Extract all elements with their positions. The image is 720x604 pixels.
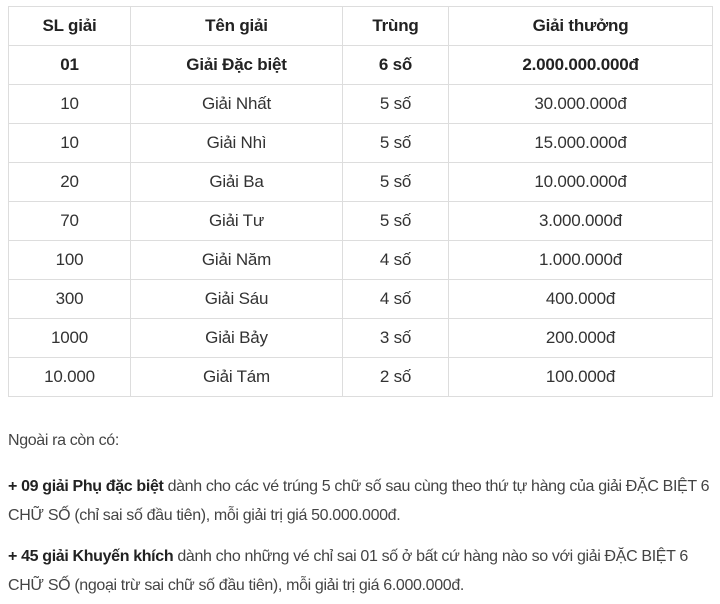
table-row: 01 Giải Đặc biệt 6 số 2.000.000.000đ xyxy=(8,45,713,85)
cell-quantity: 70 xyxy=(8,201,131,241)
cell-prize-value: 10.000.000đ xyxy=(448,162,713,202)
cell-prize-name: Giải Đặc biệt xyxy=(130,45,343,85)
cell-match: 2 số xyxy=(342,357,449,397)
cell-prize-value: 30.000.000đ xyxy=(448,84,713,124)
cell-match: 4 số xyxy=(342,279,449,319)
header-match: Trùng xyxy=(342,6,449,46)
cell-prize-value: 3.000.000đ xyxy=(448,201,713,241)
cell-match: 6 số xyxy=(342,45,449,85)
header-prize-name: Tên giải xyxy=(130,6,343,46)
table-row: 70 Giải Tư 5 số 3.000.000đ xyxy=(8,201,713,241)
cell-quantity: 1000 xyxy=(8,318,131,358)
cell-prize-name: Giải Ba xyxy=(130,162,343,202)
cell-match: 5 số xyxy=(342,84,449,124)
notes-intro: Ngoài ra còn có: xyxy=(8,432,119,449)
cell-prize-name: Giải Tám xyxy=(130,357,343,397)
cell-prize-name: Giải Bảy xyxy=(130,318,343,358)
cell-match: 5 số xyxy=(342,123,449,163)
note-special-sub-prize: + 09 giải Phụ đặc biệt dành cho các vé t… xyxy=(8,472,713,530)
table-row: 1000 Giải Bảy 3 số 200.000đ xyxy=(8,318,713,358)
table-row: 10 Giải Nhất 5 số 30.000.000đ xyxy=(8,84,713,124)
cell-prize-value: 100.000đ xyxy=(448,357,713,397)
cell-prize-value: 15.000.000đ xyxy=(448,123,713,163)
cell-prize-name: Giải Sáu xyxy=(130,279,343,319)
cell-quantity: 10 xyxy=(8,84,131,124)
cell-quantity: 10.000 xyxy=(8,357,131,397)
cell-quantity: 20 xyxy=(8,162,131,202)
header-quantity: SL giải xyxy=(8,6,131,46)
cell-quantity: 01 xyxy=(8,45,131,85)
table-row: 10.000 Giải Tám 2 số 100.000đ xyxy=(8,357,713,397)
note-text: dành cho những vé chỉ sai 01 số ở bất cứ… xyxy=(8,548,688,594)
cell-prize-name: Giải Nhất xyxy=(130,84,343,124)
note-text: dành cho các vé trúng 5 chữ số sau cùng … xyxy=(8,478,710,524)
cell-quantity: 100 xyxy=(8,240,131,280)
cell-prize-name: Giải Tư xyxy=(130,201,343,241)
note-bold: + 45 giải Khuyến khích xyxy=(8,548,174,565)
table-row: 300 Giải Sáu 4 số 400.000đ xyxy=(8,279,713,319)
cell-prize-value: 2.000.000.000đ xyxy=(448,45,713,85)
cell-prize-name: Giải Năm xyxy=(130,240,343,280)
note-consolation-prize: + 45 giải Khuyến khích dành cho những vé… xyxy=(8,542,713,600)
cell-match: 5 số xyxy=(342,201,449,241)
cell-prize-value: 200.000đ xyxy=(448,318,713,358)
cell-match: 5 số xyxy=(342,162,449,202)
prize-table: SL giải Tên giải Trùng Giải thưởng 01 Giả… xyxy=(8,6,713,397)
cell-match: 4 số xyxy=(342,240,449,280)
cell-quantity: 10 xyxy=(8,123,131,163)
table-row: 10 Giải Nhì 5 số 15.000.000đ xyxy=(8,123,713,163)
cell-prize-value: 1.000.000đ xyxy=(448,240,713,280)
table-row: 20 Giải Ba 5 số 10.000.000đ xyxy=(8,162,713,202)
cell-match: 3 số xyxy=(342,318,449,358)
note-bold: + 09 giải Phụ đặc biệt xyxy=(8,478,164,495)
table-row: 100 Giải Năm 4 số 1.000.000đ xyxy=(8,240,713,280)
cell-prize-name: Giải Nhì xyxy=(130,123,343,163)
cell-prize-value: 400.000đ xyxy=(448,279,713,319)
cell-quantity: 300 xyxy=(8,279,131,319)
table-header-row: SL giải Tên giải Trùng Giải thưởng xyxy=(8,6,713,46)
header-prize-value: Giải thưởng xyxy=(448,6,713,46)
